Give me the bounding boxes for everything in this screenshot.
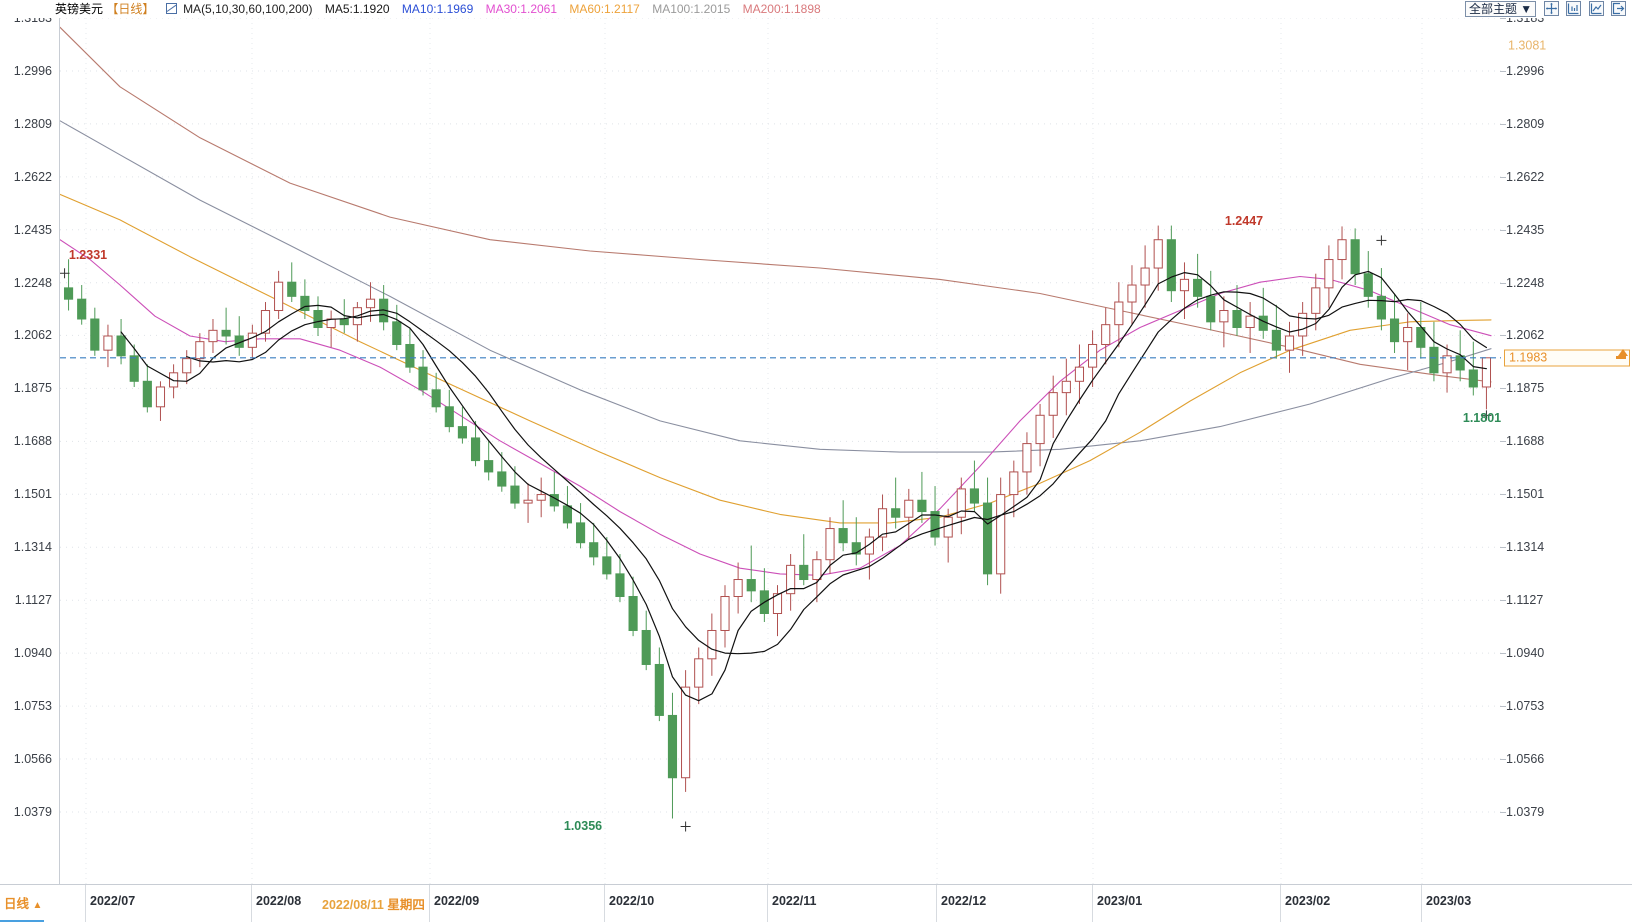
y-axis-label-left: 1.0379 [13, 805, 52, 819]
y-axis-label-right: 1.1127 [1506, 593, 1544, 608]
x-axis-label: 2023/03 [1426, 894, 1472, 908]
y-axis-label-right: 1.1501 [1506, 487, 1545, 502]
y-axis-tick [1500, 547, 1506, 549]
symbol-name: 英镑美元 [55, 2, 104, 16]
x-axis-separator [767, 885, 768, 922]
y-axis-tick [1500, 653, 1506, 655]
crosshair-icon[interactable] [1543, 1, 1559, 16]
fit-vertical-icon[interactable] [1566, 1, 1582, 16]
right-axis-high-marker: 1.3081 [1508, 38, 1547, 53]
x-axis-separator [1280, 885, 1281, 922]
y-axis-label-right: 1.2435 [1506, 222, 1545, 237]
y-axis-label-right: 1.2062 [1506, 328, 1545, 343]
y-axis-label-right: 1.0940 [1506, 646, 1545, 661]
y-axis-tick [1500, 441, 1506, 443]
y-axis-label-left: 1.0753 [13, 699, 52, 714]
y-axis-label-left: 1.2435 [13, 222, 52, 237]
y-axis-label-left: 1.1314 [13, 540, 52, 555]
x-axis-separator [604, 885, 605, 922]
annotation-low-bottom: 1.0356 [563, 819, 603, 833]
x-axis-separator [85, 885, 86, 922]
status-period-arrow-icon: ▲ [32, 900, 43, 911]
y-axis-tick [1500, 812, 1506, 813]
y-axis-tick [1500, 123, 1506, 125]
up-arrow-icon [1618, 348, 1628, 356]
x-axis-separator [429, 885, 430, 922]
y-axis-label-right: 1.1875 [1506, 381, 1545, 396]
annotation-high-left: 1.2331 [68, 248, 108, 262]
x-axis-label: 2022/07 [90, 894, 136, 908]
y-axis-tick [1500, 18, 1506, 19]
y-axis-tick [1500, 282, 1506, 284]
annotation-high-right: 1.2447 [1224, 214, 1264, 228]
y-axis-tick [1500, 335, 1506, 337]
theme-selector-button[interactable]: 全部主题 ▼ [1464, 1, 1537, 17]
y-axis-label-right: 1.1688 [1506, 434, 1545, 449]
x-axis-label: 2023/02 [1285, 894, 1331, 908]
y-axis-label-left: 1.1501 [13, 487, 52, 502]
y-axis-tick [1500, 494, 1506, 496]
x-axis-label: 2022/12 [941, 894, 987, 908]
fit-horizontal-icon[interactable] [1588, 1, 1604, 16]
ma10-value: MA10:1.1969 [401, 2, 474, 16]
export-icon[interactable] [1611, 1, 1626, 16]
status-period-text: 日线 [4, 897, 30, 911]
ma-indicator-icon[interactable] [165, 3, 177, 14]
y-axis-tick [1500, 388, 1506, 390]
y-axis-label-right: 1.0379 [1506, 805, 1545, 819]
annotation-last-low: 1.1801 [1462, 411, 1502, 425]
x-axis-label: 2022/09 [434, 894, 480, 908]
y-axis-label-right: 1.0753 [1506, 699, 1545, 714]
crosshair-weekday-text: 星期四 [387, 898, 425, 912]
ma-definition: MA(5,10,30,60,100,200) [183, 2, 313, 16]
ma5-value: MA5:1.1920 [324, 2, 390, 16]
y-axis-tick [1500, 706, 1506, 708]
y-axis-label-left: 1.0566 [13, 752, 52, 767]
x-axis-separator [1421, 885, 1422, 922]
y-axis-label-left: 1.2062 [13, 328, 52, 343]
y-axis-label-left: 1.1688 [13, 434, 52, 449]
x-axis-crosshair-date: 2022/08/11 星期四 [322, 894, 425, 913]
ma30-value: MA30:1.2061 [485, 2, 558, 16]
y-axis-tick [1500, 229, 1506, 231]
y-axis-label-left: 1.2809 [13, 116, 52, 131]
x-axis-separator [251, 885, 252, 922]
y-axis-label-right: 1.1314 [1506, 540, 1545, 555]
y-axis-label-right: 1.2622 [1506, 169, 1545, 184]
y-axis-label-right: 1.2996 [1506, 63, 1545, 78]
candlestick-svg [60, 18, 1501, 884]
x-axis-label: 2022/11 [772, 894, 817, 908]
y-axis-tick [1500, 70, 1506, 72]
y-axis-label-right: 1.0566 [1506, 752, 1545, 767]
ma200-value: MA200:1.1898 [742, 2, 821, 16]
x-axis-label: 2022/08 [256, 894, 302, 908]
x-axis[interactable]: 日线 ▲ 2022/07 2022/08 2022/09 2022/10 2022/11… [0, 884, 1632, 922]
y-axis-tick [1500, 759, 1506, 761]
y-axis-label-left: 1.2996 [13, 63, 52, 78]
chart-canvas[interactable]: 1.2331 1.2447 1.0356 1.1801 1.3183 1.3183 1.2… [0, 11, 1632, 884]
last-price-marker[interactable]: 1.1983 [1504, 349, 1630, 367]
y-axis-label-left: 1.1875 [13, 381, 52, 396]
x-axis-separator [936, 885, 937, 922]
y-axis-label-left: 1.1127 [14, 593, 52, 608]
status-period-label[interactable]: 日线 ▲ [4, 893, 42, 912]
x-axis-separator [1092, 885, 1093, 922]
x-axis-label: 2022/10 [609, 894, 655, 908]
y-axis-label-right: 1.2248 [1506, 275, 1545, 290]
chart-info-bar: 英镑美元 【日线】 MA(5,10,30,60,100,200) MA5:1.1… [0, 0, 1632, 18]
x-axis-label: 2023/01 [1097, 894, 1143, 908]
y-axis-label-left: 1.0940 [13, 646, 52, 661]
chart-toolbar: 全部主题 ▼ [1464, 1, 1626, 17]
plot-area[interactable] [59, 18, 1501, 884]
up-arrow-base-icon [1616, 355, 1626, 359]
y-axis-label-left: 1.2622 [13, 169, 52, 184]
crosshair-date-text: 2022/08/11 [322, 898, 388, 912]
y-axis-tick [1500, 600, 1506, 602]
ma100-value: MA100:1.2015 [652, 2, 731, 16]
y-axis-tick [1500, 176, 1506, 178]
y-axis-label-right: 1.2809 [1506, 116, 1545, 131]
y-axis-label-left: 1.2248 [13, 275, 52, 290]
ma60-value: MA60:1.2117 [569, 2, 640, 16]
symbol-period: 【日线】 [106, 2, 155, 16]
